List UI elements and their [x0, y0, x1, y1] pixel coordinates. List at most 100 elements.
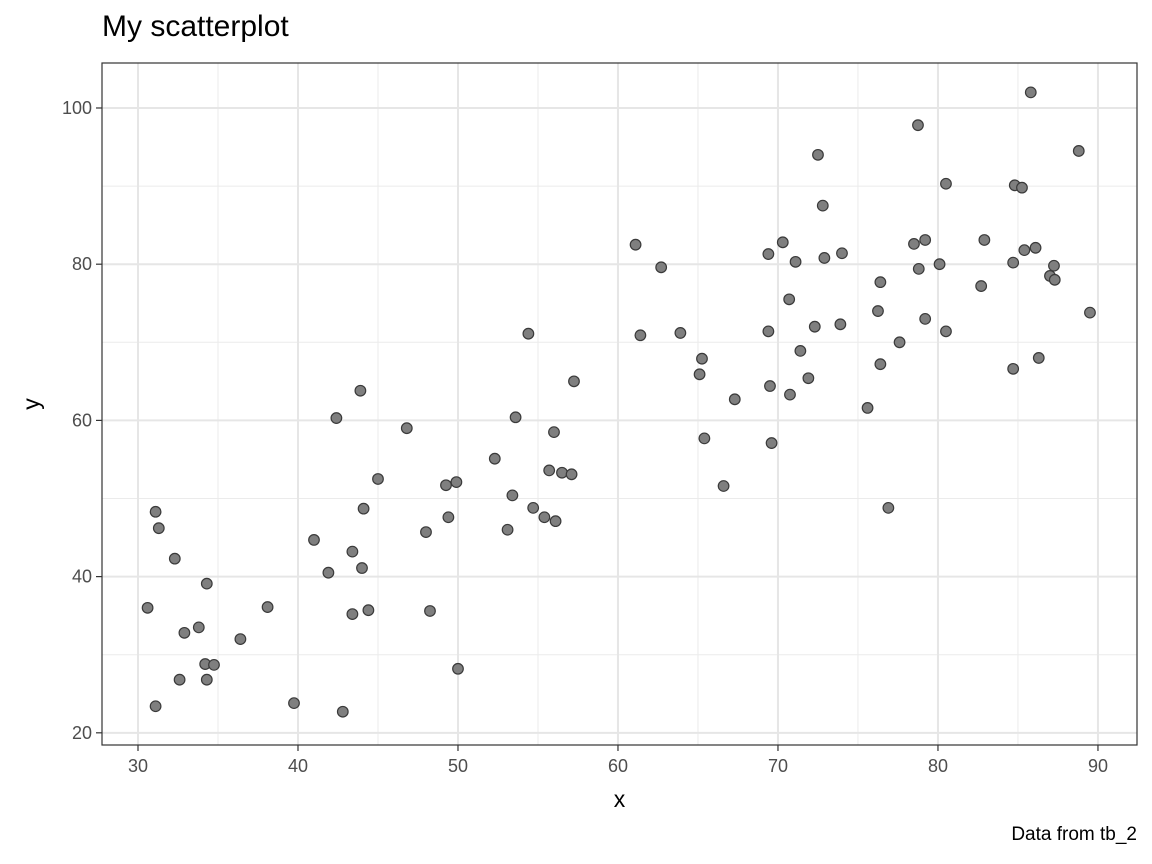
data-point	[693, 368, 706, 381]
data-point	[1018, 244, 1031, 257]
data-point	[789, 255, 802, 268]
caption: Data from tb_2	[1011, 824, 1137, 845]
data-point	[556, 466, 568, 479]
data-point	[764, 380, 776, 392]
data-point	[1007, 256, 1020, 269]
data-point	[149, 505, 162, 518]
data-point	[400, 422, 413, 435]
data-point	[568, 375, 580, 388]
data-point	[802, 372, 815, 385]
data-point	[1032, 352, 1045, 364]
data-point	[912, 119, 924, 132]
data-point	[168, 552, 181, 565]
data-point	[152, 522, 165, 535]
data-point	[336, 705, 349, 718]
x-tick-label: 90	[1088, 756, 1108, 776]
data-point	[784, 388, 796, 401]
data-point	[440, 479, 452, 492]
data-point	[908, 237, 920, 250]
data-point	[362, 604, 375, 617]
data-point	[450, 476, 463, 489]
data-point	[634, 329, 647, 342]
data-point	[192, 621, 205, 634]
data-point	[674, 327, 687, 339]
y-axis-label: y	[18, 398, 44, 410]
data-point	[322, 566, 335, 579]
data-point	[919, 234, 932, 246]
data-point	[776, 236, 789, 249]
data-point	[506, 489, 519, 502]
data-point	[372, 473, 384, 485]
data-point	[882, 501, 895, 514]
data-point	[565, 468, 578, 481]
data-point	[1016, 181, 1028, 194]
data-point	[538, 511, 551, 524]
x-tick-label: 30	[128, 756, 148, 776]
data-point	[978, 234, 991, 246]
data-point	[200, 577, 213, 590]
data-point	[1029, 241, 1042, 254]
data-point	[522, 327, 535, 340]
y-tick-label: 100	[62, 98, 92, 118]
data-point	[200, 673, 213, 686]
data-point	[149, 700, 162, 713]
data-point	[975, 280, 988, 292]
data-point	[452, 662, 464, 675]
data-point	[357, 502, 370, 515]
data-point	[346, 608, 359, 620]
data-point	[1084, 306, 1096, 319]
data-point	[1024, 86, 1037, 99]
data-point	[717, 480, 730, 492]
data-point	[1048, 273, 1061, 286]
grid	[102, 63, 1137, 745]
data-point	[794, 344, 807, 357]
data-point	[173, 673, 186, 686]
data-point	[420, 526, 432, 538]
x-axis-label: x	[614, 786, 626, 812]
data-point	[762, 248, 775, 260]
data-point	[696, 352, 708, 365]
data-point	[527, 501, 540, 514]
data-point	[308, 534, 320, 546]
data-point	[783, 293, 796, 306]
y-tick-label: 40	[72, 567, 92, 587]
data-point	[765, 437, 778, 449]
data-point	[354, 384, 367, 397]
x-tick-label: 70	[768, 756, 788, 776]
data-point	[818, 252, 831, 264]
data-point	[1072, 145, 1085, 157]
data-point	[808, 320, 821, 333]
y-tick-label: 20	[72, 723, 92, 743]
data-point	[872, 305, 884, 317]
data-point	[330, 412, 343, 424]
data-point	[912, 262, 925, 275]
data-point	[728, 393, 741, 406]
data-point	[919, 312, 932, 325]
x-tick-label: 80	[928, 756, 948, 776]
data-point	[836, 247, 848, 260]
data-point	[178, 626, 191, 639]
data-point	[208, 658, 220, 671]
data-point	[893, 336, 906, 349]
data-point	[933, 258, 946, 271]
data-point	[629, 238, 642, 251]
data-point	[424, 605, 436, 617]
data-point	[762, 325, 775, 338]
y-tick-label: 60	[72, 410, 92, 430]
ticks: 30 40 50 60 70 80 90 20 40 60 80 100	[62, 98, 1108, 776]
data-point	[543, 464, 556, 477]
data-point	[812, 148, 824, 161]
data-point	[509, 411, 522, 424]
data-point	[488, 452, 501, 465]
x-tick-label: 50	[448, 756, 468, 776]
data-point	[655, 261, 668, 274]
data-point	[442, 511, 455, 524]
data-point	[816, 199, 829, 212]
data-point	[698, 432, 711, 445]
chart-title: My scatterplot	[102, 10, 289, 43]
data-point	[356, 562, 368, 574]
data-point	[261, 601, 274, 613]
data-point	[834, 318, 847, 331]
data-point	[1048, 259, 1060, 272]
